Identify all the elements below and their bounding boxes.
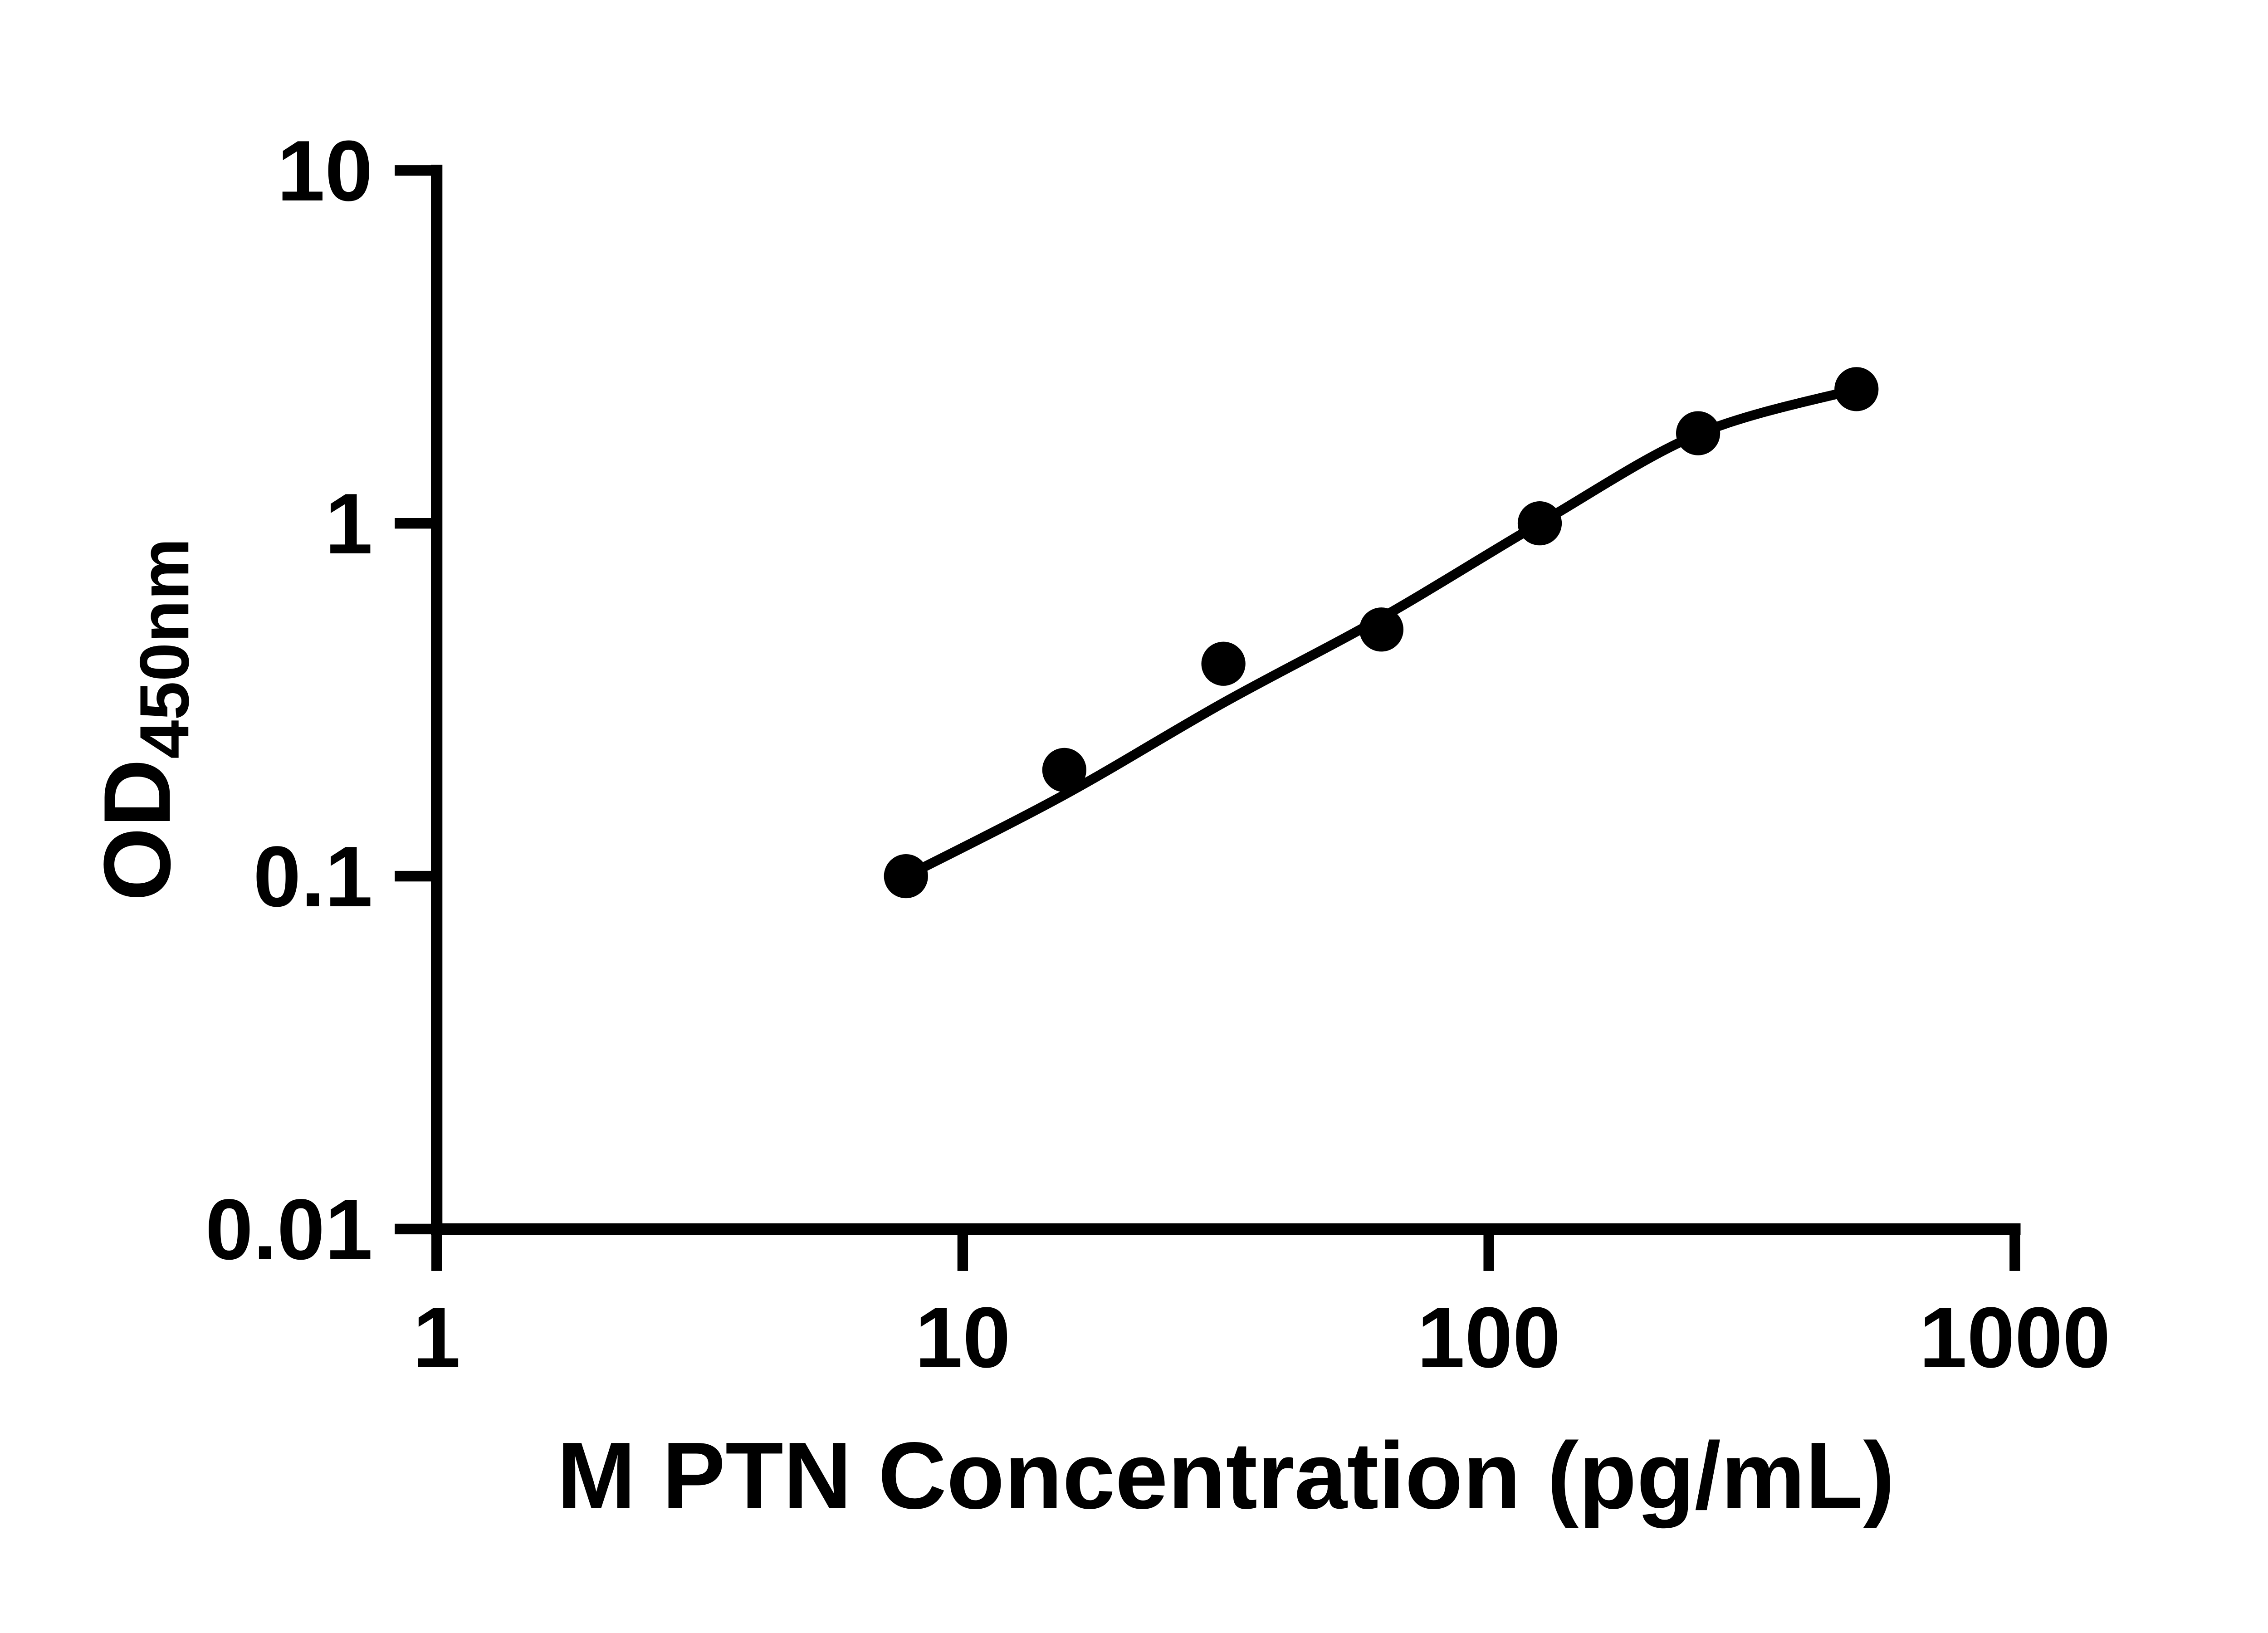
standard-curve-chart: 0.01 0.1 1 10 1 10 100 1000 M PTN Concentratio… [0, 22, 2268, 1611]
x-tick-label: 1 [413, 1290, 460, 1386]
x-tick-label: 10 [915, 1290, 1011, 1386]
data-point [1042, 748, 1086, 792]
y-tick-labels: 0.01 0.1 1 10 [205, 123, 373, 1278]
y-axis-title-main: OD [84, 759, 190, 901]
y-tick-label: 10 [277, 123, 373, 219]
data-point [1201, 641, 1246, 686]
y-tick-label: 1 [325, 475, 372, 572]
data-point [1676, 411, 1721, 455]
data-points [884, 367, 1879, 898]
x-tick-label: 100 [1417, 1290, 1560, 1386]
x-tick-labels: 1 10 100 1000 [413, 1290, 2111, 1386]
data-point [1834, 367, 1879, 411]
data-point [1517, 501, 1562, 545]
x-axis-title: M PTN Concentration (pg/mL) [557, 1423, 1895, 1529]
x-axis [431, 1223, 2021, 1271]
data-point [1359, 607, 1404, 652]
x-tick-label: 1000 [1919, 1290, 2111, 1386]
y-tick-label: 0.01 [205, 1181, 373, 1277]
y-axis-title: OD450nm [84, 538, 203, 901]
y-tick-label: 0.1 [253, 828, 373, 924]
y-axis [395, 164, 443, 1235]
data-point [884, 854, 928, 898]
chart-background [0, 22, 2268, 1611]
y-axis-title-subscript: 450nm [125, 538, 203, 759]
